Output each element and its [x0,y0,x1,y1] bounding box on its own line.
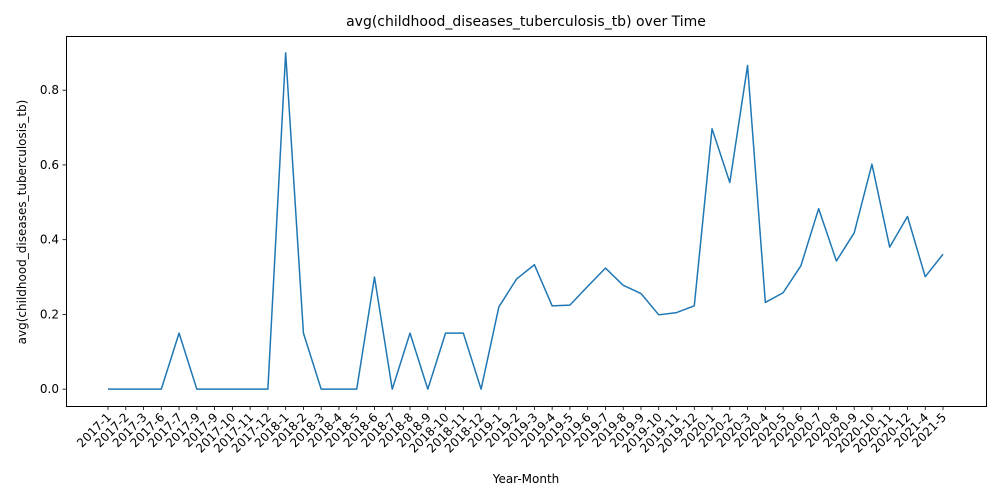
chart-title: avg(childhood_diseases_tuberculosis_tb) … [346,14,706,30]
y-axis-ticks: 0.0 0.2 0.4 0.6 0.8 [40,83,67,396]
plot-area [108,52,944,390]
plot-frame [66,36,987,407]
y-tick-label: 0.8 [40,83,59,97]
y-tick-label: 0.6 [40,158,59,172]
x-axis-title: Year-Month [492,472,560,486]
y-axis-title: avg(childhood_diseases_tuberculosis_tb) [15,100,29,345]
x-axis-ticks: 2017-12017-22017-32017-62017-72017-92017… [74,406,949,456]
y-tick-label: 0.2 [40,307,59,321]
y-tick-label: 0.0 [40,382,59,396]
series-line [108,52,944,390]
y-tick-label: 0.4 [40,233,59,247]
